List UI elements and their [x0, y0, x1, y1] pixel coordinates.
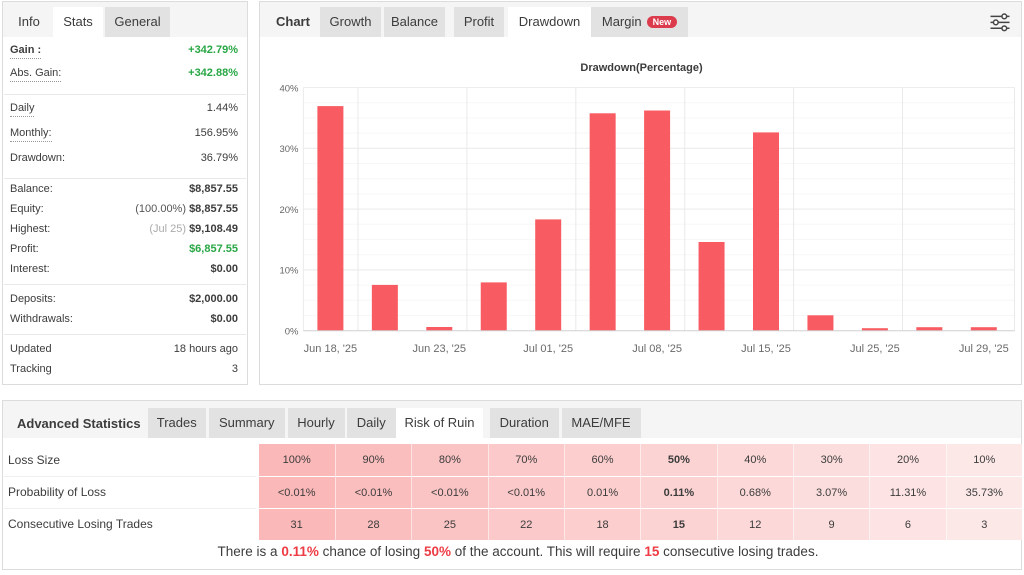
svg-text:Jul 01, '25: Jul 01, '25	[523, 343, 573, 355]
svg-text:0%: 0%	[285, 327, 299, 338]
svg-text:Jul 25, '25: Jul 25, '25	[850, 343, 900, 355]
svg-text:40%: 40%	[279, 83, 299, 94]
svg-text:Jul 29, '25: Jul 29, '25	[959, 343, 1009, 355]
svg-text:Jul 08, '25: Jul 08, '25	[632, 343, 682, 355]
svg-text:Drawdown(Percentage): Drawdown(Percentage)	[580, 62, 703, 74]
svg-text:Jun 23, '25: Jun 23, '25	[413, 343, 466, 355]
svg-text:10%: 10%	[279, 266, 299, 277]
svg-text:Jun 18, '25: Jun 18, '25	[304, 343, 357, 355]
svg-text:Jul 15, '25: Jul 15, '25	[741, 343, 791, 355]
svg-text:30%: 30%	[279, 144, 299, 155]
svg-text:20%: 20%	[279, 205, 299, 216]
